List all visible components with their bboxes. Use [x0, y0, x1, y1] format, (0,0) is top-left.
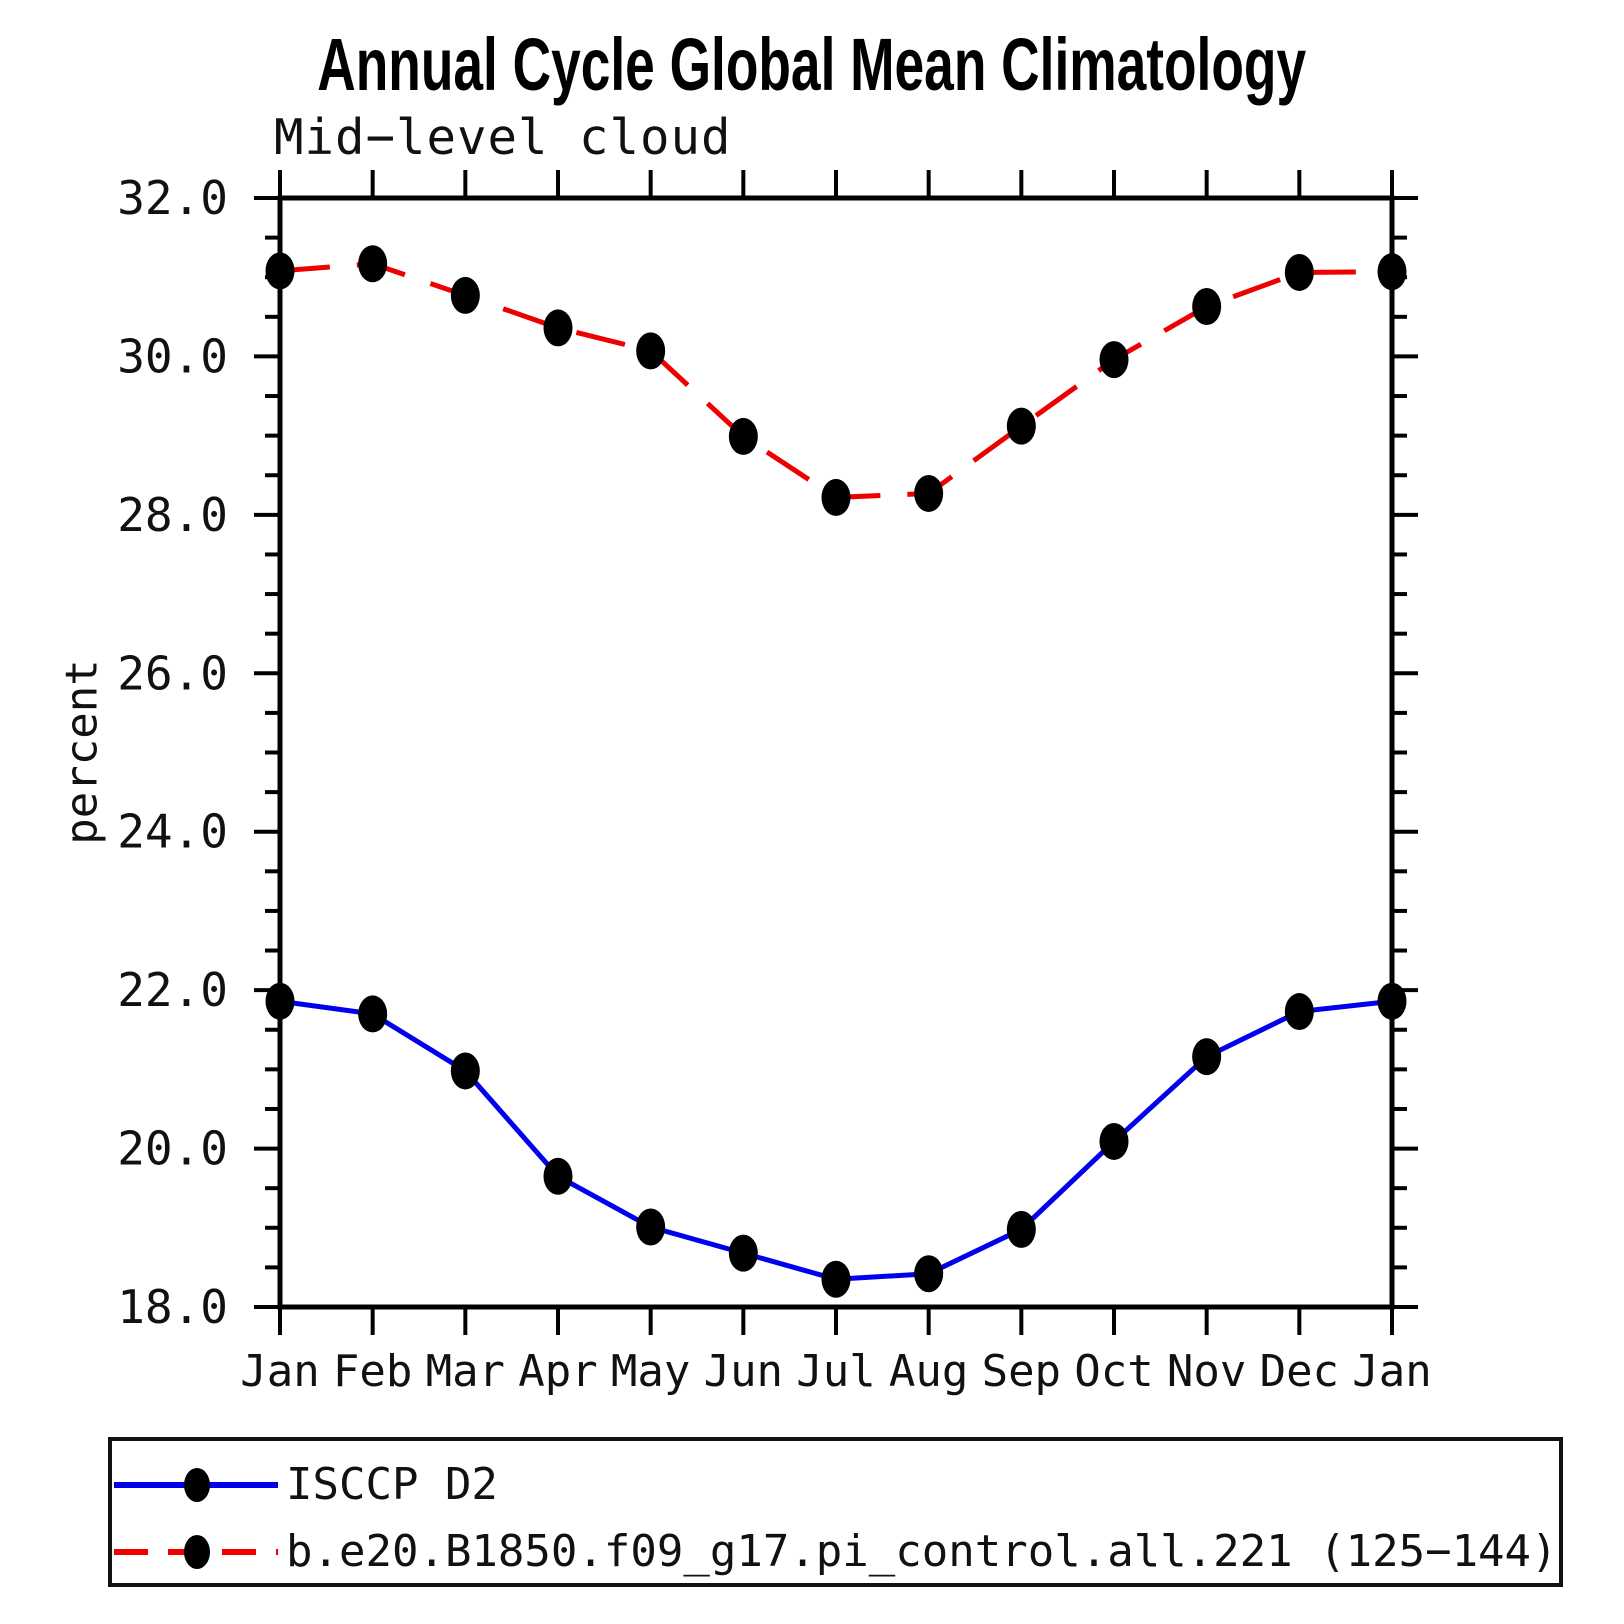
series-markers-1 [265, 245, 1407, 516]
svg-text:Oct: Oct [1074, 1346, 1153, 1397]
svg-text:20.0: 20.0 [117, 1122, 228, 1176]
svg-text:Jan: Jan [1352, 1346, 1431, 1397]
svg-text:30.0: 30.0 [117, 329, 228, 383]
svg-text:22.0: 22.0 [117, 963, 228, 1017]
svg-text:Nov: Nov [1167, 1346, 1246, 1397]
x-axis-tick-labels: Jan Feb Mar Apr May Jun Jul Aug Sep Oct Nov Dec Jan [240, 1346, 1431, 1397]
legend-entry-model-run: b.e20.B1850.f09_g17.pi_control.all.221 (… [112, 1530, 1558, 1574]
plot-frame [277, 195, 1395, 1310]
legend-sample-dashed-line [114, 1535, 278, 1569]
legend-sample-solid-line [114, 1468, 278, 1502]
svg-text:Sep: Sep [982, 1346, 1061, 1397]
svg-text:Apr: Apr [518, 1346, 597, 1397]
legend-label: b.e20.B1850.f09_g17.pi_control.all.221 (… [286, 1526, 1558, 1577]
legend-marker-dot [184, 1468, 210, 1502]
svg-text:Jan: Jan [240, 1346, 319, 1397]
svg-text:Aug: Aug [889, 1346, 968, 1397]
series-line-1 [279, 261, 1393, 500]
svg-text:26.0: 26.0 [117, 646, 228, 700]
legend-entry-isccp-d2: ISCCP D2 [112, 1463, 498, 1507]
svg-text:May: May [611, 1346, 690, 1397]
series-line-0 [279, 998, 1393, 1282]
svg-text:24.0: 24.0 [117, 805, 228, 859]
svg-text:32.0: 32.0 [117, 171, 228, 225]
y-axis-tick-labels: 18.0 20.0 22.0 24.0 26.0 28.0 30.0 32.0 [117, 171, 228, 1334]
chart-title: Annual Cycle Global Mean Climatology [317, 23, 1307, 106]
svg-text:Jun: Jun [704, 1346, 783, 1397]
svg-text:Jul: Jul [796, 1346, 875, 1397]
series-markers-0 [265, 982, 1407, 1298]
legend-box: ISCCP D2 b.e20.B1850.f09_g17.pi_control.… [108, 1437, 1563, 1587]
svg-text:28.0: 28.0 [117, 488, 228, 542]
svg-text:Dec: Dec [1260, 1346, 1339, 1397]
svg-text:18.0: 18.0 [117, 1280, 228, 1334]
chart-subtitle: Mid−level cloud [274, 109, 732, 166]
legend-marker-dot [184, 1535, 210, 1569]
x-axis-ticks [278, 170, 1394, 1335]
svg-text:Feb: Feb [333, 1346, 412, 1397]
svg-text:Mar: Mar [426, 1346, 505, 1397]
y-axis-ticks [254, 196, 1418, 1309]
legend-label: ISCCP D2 [286, 1459, 498, 1510]
